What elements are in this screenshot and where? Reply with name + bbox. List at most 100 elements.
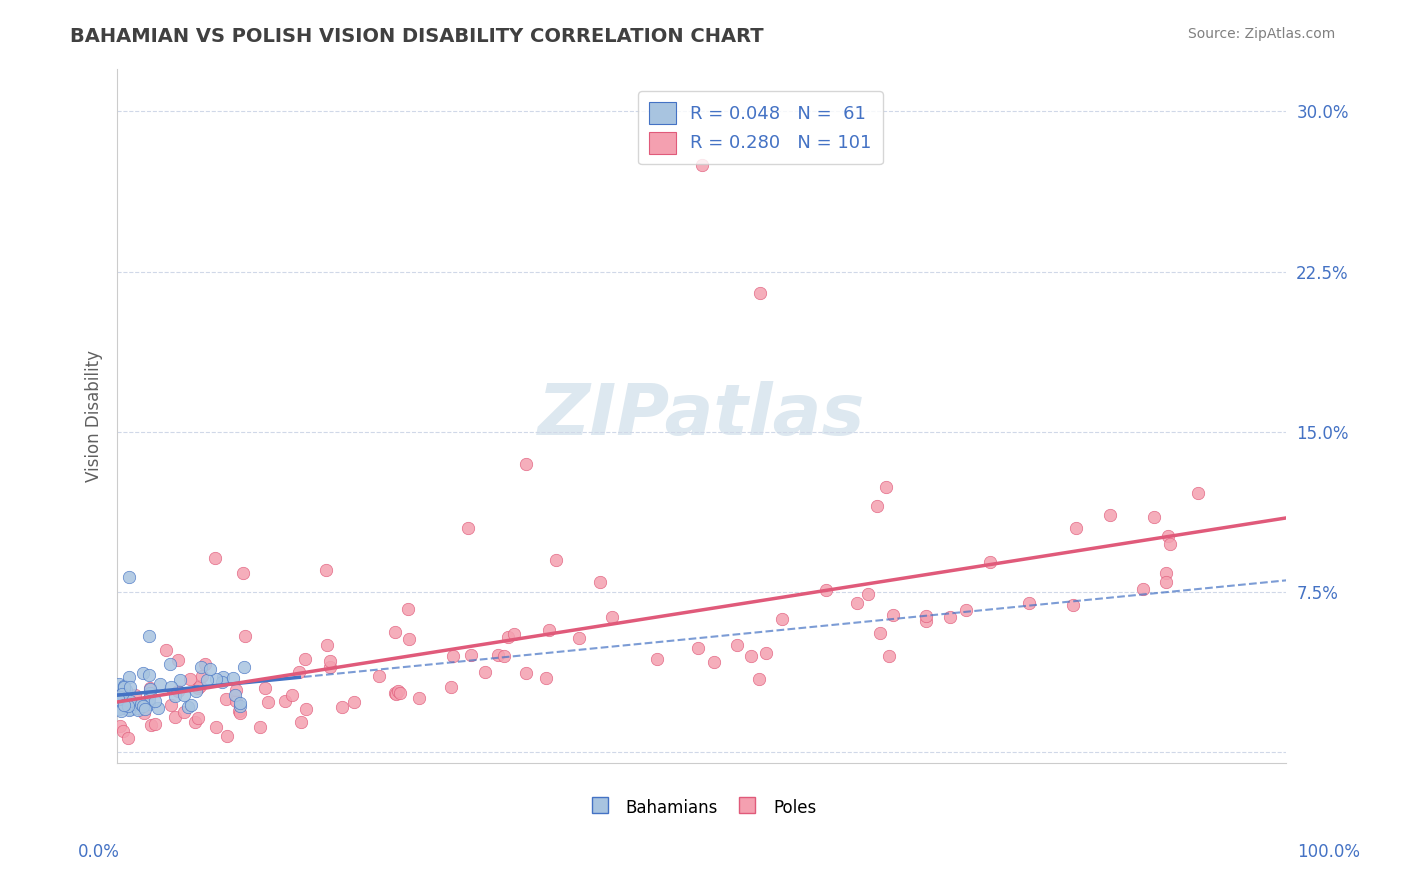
Point — [204, 720, 226, 734]
Point — [191, 669, 214, 683]
Point — [396, 601, 419, 615]
Point — [225, 683, 247, 698]
Point — [180, 698, 202, 712]
Point — [385, 688, 408, 702]
Point — [108, 702, 131, 716]
Point — [1156, 574, 1178, 589]
Point — [138, 668, 160, 682]
Point — [875, 480, 897, 494]
Point — [295, 702, 318, 716]
Point — [139, 681, 162, 696]
Point — [915, 608, 938, 623]
Point — [110, 704, 132, 718]
Point — [1187, 486, 1209, 500]
Point — [118, 703, 141, 717]
Point — [315, 563, 337, 577]
Point — [111, 687, 134, 701]
Point — [204, 672, 226, 686]
Point — [384, 686, 406, 700]
Point — [132, 696, 155, 710]
Point — [294, 652, 316, 666]
Point — [398, 632, 420, 647]
Point — [1157, 529, 1180, 543]
Point — [645, 652, 668, 666]
Point — [124, 688, 146, 702]
Point — [515, 457, 537, 471]
Point — [141, 718, 163, 732]
Point — [167, 684, 190, 698]
Text: ZIPatlas: ZIPatlas — [538, 381, 866, 450]
Point — [233, 629, 256, 643]
Point — [187, 681, 209, 695]
Point — [281, 688, 304, 702]
Point — [388, 686, 411, 700]
Point — [443, 648, 465, 663]
Point — [122, 698, 145, 712]
Point — [534, 671, 557, 685]
Text: 0.0%: 0.0% — [77, 843, 120, 861]
Point — [882, 608, 904, 623]
Point — [112, 723, 135, 738]
Point — [515, 666, 537, 681]
Point — [112, 690, 135, 705]
Point — [1132, 582, 1154, 597]
Point — [138, 692, 160, 706]
Y-axis label: Vision Disability: Vision Disability — [86, 350, 103, 482]
Point — [1099, 508, 1122, 523]
Point — [408, 690, 430, 705]
Point — [496, 630, 519, 644]
Point — [114, 687, 136, 701]
Point — [318, 660, 340, 674]
Point — [143, 694, 166, 708]
Point — [725, 638, 748, 652]
Point — [187, 711, 209, 725]
Point — [866, 499, 889, 513]
Point — [979, 555, 1001, 569]
Point — [502, 626, 524, 640]
Point — [112, 679, 135, 693]
Point — [118, 702, 141, 716]
Point — [198, 662, 221, 676]
Point — [690, 158, 713, 172]
Point — [748, 672, 770, 686]
Point — [204, 551, 226, 566]
Point — [107, 700, 129, 714]
Point — [460, 648, 482, 662]
Point — [138, 698, 160, 712]
Point — [939, 610, 962, 624]
Point — [228, 704, 250, 718]
Point — [225, 694, 247, 708]
Point — [538, 623, 561, 637]
Point — [179, 673, 201, 687]
Point — [232, 660, 254, 674]
Point — [177, 700, 200, 714]
Point — [118, 670, 141, 684]
Point — [1064, 521, 1087, 535]
Point — [486, 648, 509, 662]
Point — [111, 698, 134, 712]
Point — [290, 714, 312, 729]
Point — [568, 631, 591, 645]
Point — [600, 610, 623, 624]
Point — [143, 717, 166, 731]
Point — [1062, 598, 1084, 612]
Point — [856, 587, 879, 601]
Point — [112, 698, 135, 713]
Point — [257, 695, 280, 709]
Point — [755, 646, 778, 660]
Point — [273, 694, 295, 708]
Point — [118, 570, 141, 584]
Point — [118, 694, 141, 708]
Point — [315, 638, 337, 652]
Point — [770, 612, 793, 626]
Point — [167, 653, 190, 667]
Point — [749, 285, 772, 300]
Point — [343, 695, 366, 709]
Point — [110, 687, 132, 701]
Point — [815, 582, 838, 597]
Point — [846, 596, 869, 610]
Point — [494, 649, 516, 664]
Point — [222, 672, 245, 686]
Point — [117, 698, 139, 713]
Point — [159, 657, 181, 671]
